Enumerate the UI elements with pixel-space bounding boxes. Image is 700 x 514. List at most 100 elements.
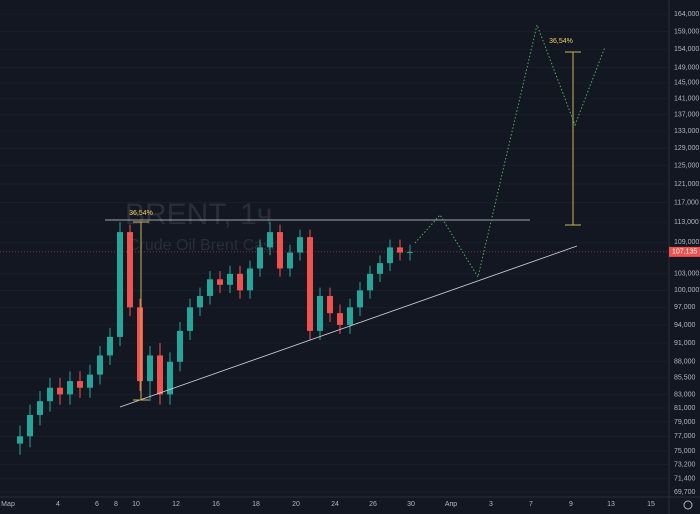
y-tick-label: 159,000 [674,28,699,35]
y-tick-label: 164,000 [674,11,699,18]
y-tick-label: 81,000 [674,405,696,412]
x-tick-label: Мар [1,501,15,508]
x-tick-label: 13 [607,501,615,508]
candle-body [117,232,123,337]
y-tick-label: 137,000 [674,111,699,118]
candle-body [407,251,413,253]
x-tick-label: 12 [172,501,180,508]
y-tick-label: 100,000 [674,287,699,294]
y-tick-label: 117,000 [674,200,699,207]
candle-body [67,381,73,395]
candle-body [167,361,173,395]
y-tick-label: 121,000 [674,181,699,188]
x-tick-label: 20 [292,501,300,508]
y-tick-label: 154,000 [674,46,699,53]
x-tick-label: Апр [445,501,457,508]
trend-line [119,245,578,408]
settings-icon[interactable] [683,500,693,510]
measure-label: 36,54% [549,38,573,45]
y-tick-label: 79,000 [674,419,696,426]
y-tick-label: 85,500 [674,375,696,382]
candle-body [297,237,303,253]
x-tick-label: 9 [569,501,573,508]
y-tick-label: 73,200 [674,461,696,468]
y-tick-label: 69,700 [674,489,696,496]
candle-body [77,381,83,388]
candle-body [347,307,353,325]
candle-body [127,232,133,308]
candle-body [397,247,403,253]
candle-body [87,374,93,388]
plot [0,13,669,493]
x-tick-label: 10 [132,501,140,508]
drawings: 36,54% 36,54% [105,23,606,408]
y-tick-label: 133,000 [674,128,699,135]
x-tick-label: 26 [369,501,377,508]
y-tick-label: 77,000 [674,433,696,440]
y-tick-label: 145,000 [674,80,699,87]
candle-body [177,330,183,362]
y-tick-label: 141,000 [674,95,699,102]
last-price-label: 107,135 [672,249,697,256]
y-tick-label: 97,000 [674,304,696,311]
candle-body [137,307,143,382]
y-tick-label: 129,000 [674,145,699,152]
x-tick-label: 3 [489,501,493,508]
x-tick-label: 7 [529,501,533,508]
candle-body [257,247,263,269]
candle-body [47,387,53,402]
y-tick-label: 71,400 [674,475,696,482]
y-tick-label: 109,000 [674,239,699,246]
candle-body [227,273,233,285]
x-tick-label: 18 [252,501,260,508]
x-tick-label: 16 [212,501,220,508]
candle-body [287,252,293,269]
y-tick-label: 83,000 [674,391,696,398]
candle-body [147,355,153,382]
candle-body [217,279,223,285]
y-tick-label: 103,000 [674,271,699,278]
candle-body [157,355,163,395]
candle-body [317,295,323,331]
x-tick-label: 8 [114,501,118,508]
candle-body [57,387,63,395]
candle-body [387,247,393,264]
x-tick-label: 6 [95,501,99,508]
y-tick-label: 94,000 [674,322,696,329]
candle-body [207,279,213,296]
candle-body [187,307,193,331]
candle-body [107,336,113,356]
candle-body [27,414,33,437]
x-tick-label: 30 [407,501,415,508]
candle-body [17,436,23,444]
measure-label: 36,54% [129,210,153,217]
candle-body [277,232,283,269]
candle-body [197,295,203,308]
y-tick-label: 125,000 [674,163,699,170]
x-tick-label: 24 [331,501,339,508]
candle-body [97,355,103,375]
watermark-subtitle: Crude Oil Brent Cash [128,237,280,254]
candle-body [357,290,363,308]
candle-body [247,268,253,291]
y-tick-label: 113,000 [674,219,699,226]
candle-body [307,237,313,331]
y-tick-label: 75,000 [674,448,696,455]
x-tick-label: 4 [56,501,60,508]
candle-body [377,263,383,274]
candle-body [37,401,43,415]
candle-body [327,295,333,314]
candle-body [367,273,373,291]
watermark-title: BRENT, 1ч [125,198,272,231]
candle-body [337,313,343,325]
y-tick-label: 149,000 [674,65,699,72]
candle-body [267,232,273,248]
last-price-badge [669,246,700,257]
y-tick-label: 88,000 [674,359,696,366]
candle-body [237,273,243,291]
x-tick-label: 15 [647,501,655,508]
y-tick-label: 91,000 [674,340,696,347]
